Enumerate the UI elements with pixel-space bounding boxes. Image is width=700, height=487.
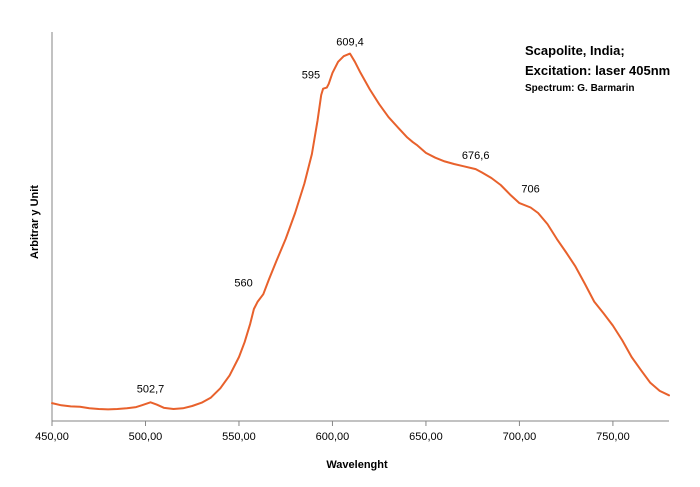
axes: [51, 32, 669, 422]
x-axis-ticks: 450,00 500,00 550,00 600,00 650,00 700,00 750,…: [35, 421, 630, 443]
x-tick-label: 450,00: [35, 431, 69, 443]
x-axis-title: Wavelenght: [326, 459, 388, 471]
spectrum-series-line: [51, 52, 670, 411]
peak-label: 502,7: [137, 383, 165, 395]
x-tick-label: 550,00: [222, 431, 256, 443]
peak-label: 706: [521, 184, 539, 196]
x-tick-label: 700,00: [503, 431, 537, 443]
x-tick-label: 600,00: [316, 431, 350, 443]
peak-annotations: 502,7 560 595 609,4 676,6 706: [137, 37, 540, 396]
peak-label: 595: [302, 70, 320, 82]
spectrum-credit: Spectrum: G. Barmarin: [525, 83, 634, 94]
peak-label: 609,4: [336, 37, 364, 49]
peak-label: 560: [234, 278, 252, 290]
x-tick-label: 750,00: [596, 431, 630, 443]
x-tick-label: 500,00: [129, 431, 163, 443]
x-tick-label: 650,00: [409, 431, 443, 443]
y-axis-title: Arbitrar y Unit: [29, 185, 41, 259]
chart-title-line-1: Scapolite, India;: [525, 43, 625, 58]
peak-label: 676,6: [462, 150, 490, 162]
chart-title-line-2: Excitation: laser 405nm: [525, 63, 670, 78]
